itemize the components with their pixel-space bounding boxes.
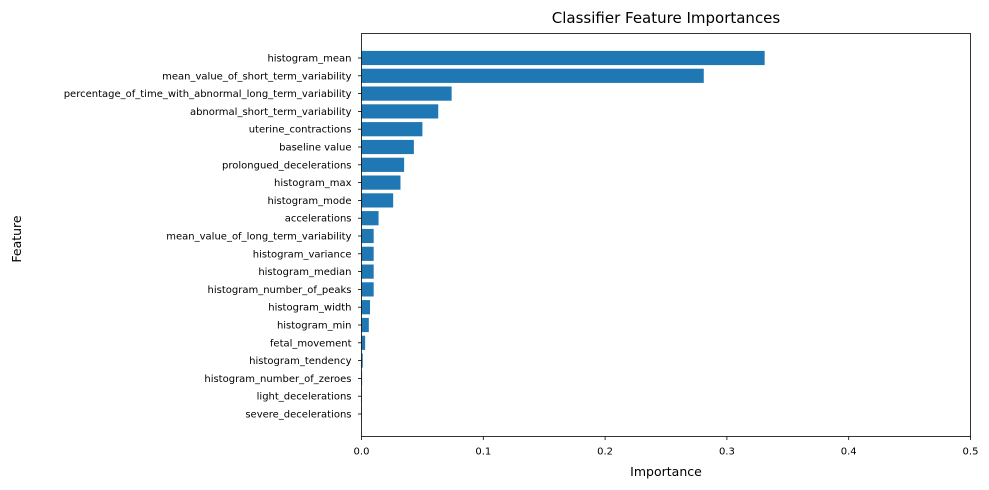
bar-6	[361, 157, 405, 172]
bar-15	[361, 317, 369, 333]
bar-13	[361, 282, 374, 297]
bar-3	[361, 104, 439, 119]
y-tick-label-10: mean_value_of_long_term_variability	[166, 232, 351, 243]
x-axis-label: Importance	[630, 464, 702, 479]
bar-11	[361, 246, 374, 261]
bars-layer	[361, 50, 765, 422]
plot-frame	[361, 33, 971, 437]
bar-10	[361, 228, 374, 244]
x-axis-ticks: 0.0 0.1 0.2 0.3 0.4 0.5	[354, 436, 979, 458]
bar-16	[361, 335, 366, 350]
y-tick-label-19: light_decelerations	[257, 392, 352, 403]
bar-14	[361, 300, 371, 315]
y-tick-label-3: abnormal_short_term_variability	[190, 107, 352, 118]
bar-0	[361, 50, 765, 66]
y-tick-label-11: histogram_variance	[253, 249, 352, 260]
bar-12	[361, 264, 374, 279]
bar-5	[361, 139, 414, 155]
y-tick-label-5: baseline value	[279, 143, 351, 154]
y-tick-label-1: mean_value_of_short_term_variability	[162, 71, 351, 82]
x-tick-label-3: 0.3	[719, 447, 735, 458]
y-tick-label-7: histogram_max	[274, 178, 352, 189]
bar-17	[361, 353, 363, 368]
y-tick-label-2: percentage_of_time_with_abnormal_long_te…	[64, 89, 352, 100]
y-axis-ticks: histogram_mean mean_value_of_short_term_v…	[64, 54, 362, 421]
x-tick-label-0: 0.0	[354, 447, 370, 458]
y-tick-label-17: histogram_tendency	[249, 356, 351, 367]
y-tick-label-0: histogram_mean	[267, 54, 351, 65]
y-tick-label-15: histogram_min	[277, 321, 352, 332]
y-tick-label-6: prolongued_decelerations	[222, 160, 351, 171]
y-tick-label-16: fetal_movement	[270, 338, 352, 349]
y-tick-label-14: histogram_width	[268, 303, 351, 314]
y-tick-label-18: histogram_number_of_zeroes	[204, 374, 351, 385]
bar-1	[361, 68, 704, 83]
x-tick-label-4: 0.4	[841, 447, 857, 458]
bar-8	[361, 193, 394, 208]
bar-7	[361, 175, 401, 190]
x-tick-label-5: 0.5	[963, 447, 979, 458]
y-tick-label-8: histogram_mode	[267, 196, 351, 207]
bar-4	[361, 122, 423, 137]
y-axis-label: Feature	[9, 215, 24, 263]
y-tick-label-20: severe_decelerations	[245, 410, 351, 421]
x-tick-label-2: 0.2	[597, 447, 613, 458]
x-tick-label-1: 0.1	[475, 447, 491, 458]
bar-9	[361, 211, 379, 226]
bar-2	[361, 86, 452, 101]
y-tick-label-9: accelerations	[285, 214, 352, 225]
y-tick-label-13: histogram_number_of_peaks	[208, 285, 352, 296]
chart-title: Classifier Feature Importances	[552, 9, 781, 27]
y-tick-label-4: uterine_contractions	[249, 125, 352, 136]
y-tick-label-12: histogram_median	[258, 267, 351, 278]
